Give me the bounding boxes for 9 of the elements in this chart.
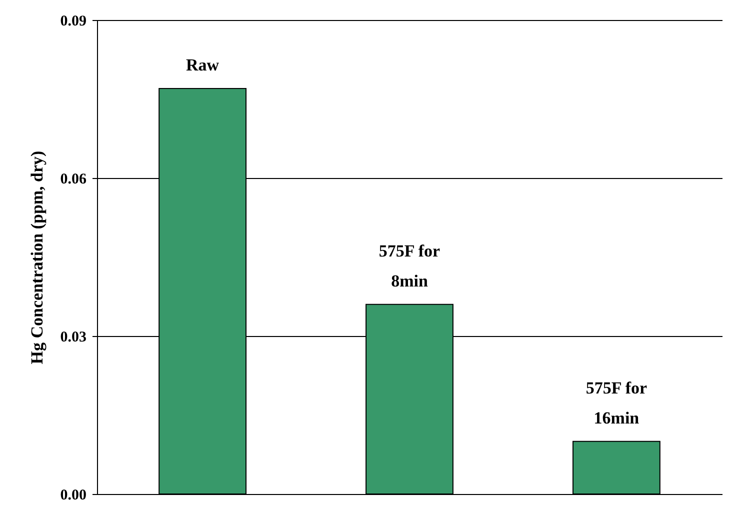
y-tick-label: 0.00 — [60, 488, 86, 504]
bar — [572, 440, 660, 494]
y-tick-label: 0.06 — [60, 172, 87, 188]
y-axis-title: Hg Concentration (ppm, dry) — [27, 150, 46, 364]
y-tick-label: 0.03 — [60, 330, 86, 346]
x-tick-label: 575F for 8min — [378, 241, 441, 290]
x-tick-label: Raw — [186, 55, 220, 74]
y-tick-label: 0.09 — [60, 14, 86, 30]
x-tick-label: 575F for 16min — [586, 378, 648, 428]
